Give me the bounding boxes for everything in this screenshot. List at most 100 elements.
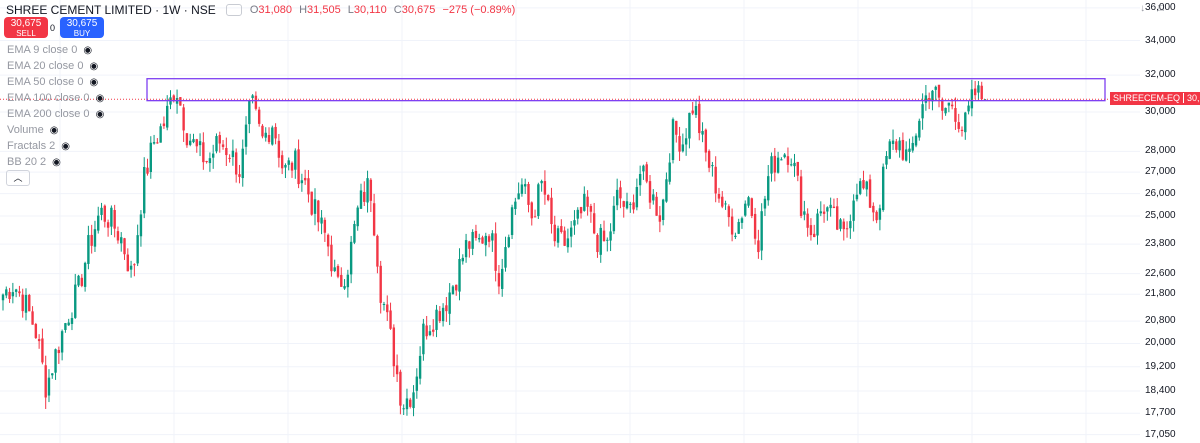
candle-body — [389, 310, 392, 329]
eye-icon[interactable]: ◉ — [61, 141, 71, 152]
candle-body — [343, 286, 346, 289]
candle-body — [826, 207, 829, 212]
candle-body — [947, 102, 951, 106]
candle-body — [478, 237, 481, 240]
candle-body — [320, 217, 323, 224]
ohlc-low-value: 30,110 — [353, 4, 387, 16]
candle-body — [353, 224, 356, 243]
candle-body — [560, 226, 563, 232]
candle-body — [254, 95, 258, 109]
candle-body — [87, 235, 90, 264]
indicator-ema20[interactable]: EMA 20 close 0 ◉ — [7, 60, 98, 72]
candle-body — [106, 222, 110, 228]
eye-icon[interactable]: ◉ — [89, 61, 99, 72]
candle-body — [113, 210, 116, 229]
eye-icon[interactable]: ◉ — [52, 157, 61, 168]
price-tick-label: 20,000 — [1145, 337, 1176, 349]
candle-body — [569, 227, 573, 237]
candle-body — [363, 191, 366, 202]
candle-body — [379, 265, 382, 303]
candle-body — [333, 267, 336, 272]
candle-body — [8, 291, 11, 299]
candle-body — [937, 84, 941, 98]
hide-icon[interactable] — [225, 4, 242, 16]
symbol-title[interactable]: SHREE CEMENT LIMITED · 1W · NSE — [6, 3, 216, 17]
buy-price: 30,675 — [66, 18, 98, 29]
candle-body — [284, 165, 287, 168]
eye-icon[interactable]: ◉ — [95, 109, 105, 120]
candle-body — [205, 161, 208, 163]
candle-body — [770, 156, 773, 174]
indicator-fractals[interactable]: Fractals 2 ◉ — [7, 140, 70, 152]
indicator-bb[interactable]: BB 20 2 ◉ — [7, 156, 61, 168]
candle-body — [596, 234, 599, 253]
candle-body — [622, 201, 625, 207]
candle-body — [510, 207, 514, 236]
candle-body — [704, 129, 708, 153]
candle-body — [346, 274, 350, 288]
window-controls: ↓ □ — [1140, 3, 1164, 14]
price-tick-label: 28,000 — [1145, 145, 1176, 157]
resistance-zone-box[interactable] — [146, 78, 1106, 102]
indicator-ema100[interactable]: EMA 100 close 0 ◉ — [7, 92, 104, 104]
candle-body — [464, 240, 468, 258]
candle-body — [681, 144, 685, 152]
maximize-icon[interactable]: □ — [1157, 3, 1164, 14]
eye-icon[interactable]: ◉ — [83, 45, 93, 56]
candle-body — [711, 165, 714, 167]
price-tag-symbol: SHREECEM-EQ — [1113, 93, 1181, 104]
candle-body — [487, 236, 491, 242]
candle-body — [855, 194, 859, 200]
candle-body — [750, 198, 754, 216]
download-icon[interactable]: ↓ — [1140, 3, 1146, 14]
candle-body — [432, 329, 435, 332]
candle-body — [290, 162, 294, 171]
price-tick-label: 36,000 — [1145, 1, 1176, 13]
candle-body — [231, 150, 235, 158]
candle-body — [494, 233, 497, 271]
candle-body — [553, 224, 556, 242]
indicator-label: EMA 9 close 0 — [7, 44, 78, 56]
eye-icon[interactable]: ◉ — [95, 93, 105, 104]
candle-body — [297, 149, 300, 185]
candle-body — [540, 181, 543, 184]
candle-body — [31, 311, 34, 325]
price-tick-label: 18,400 — [1145, 385, 1176, 397]
buy-button[interactable]: 30,675 BUY — [60, 17, 104, 38]
candle-body — [441, 307, 445, 322]
indicator-volume[interactable]: Volume ◉ — [7, 124, 58, 136]
candle-body — [67, 322, 70, 326]
candle-body — [579, 207, 583, 214]
symbol-header: SHREE CEMENT LIMITED · 1W · NSE O31,080 … — [6, 2, 515, 18]
eye-icon[interactable]: ◉ — [89, 77, 99, 88]
candle-body — [727, 206, 731, 218]
candle-body — [448, 292, 451, 314]
eye-icon[interactable]: ◉ — [49, 125, 59, 136]
candle-body — [159, 126, 162, 143]
candle-body — [303, 177, 307, 181]
candle-body — [471, 231, 474, 249]
candle-body — [655, 196, 658, 216]
candle-body — [747, 197, 750, 206]
candle-body — [267, 135, 271, 143]
candle-body — [501, 268, 504, 289]
candle-body — [274, 126, 277, 139]
indicator-ema200[interactable]: EMA 200 close 0 ◉ — [7, 108, 104, 120]
candle-body — [307, 178, 310, 195]
candle-body — [763, 198, 767, 209]
candle-body — [179, 97, 182, 106]
candle-body — [550, 197, 553, 225]
sell-button[interactable]: 30,675 SELL — [4, 17, 48, 38]
candle-body — [944, 107, 947, 114]
candle-body — [934, 86, 937, 90]
candle-body — [202, 142, 205, 163]
candle-body — [425, 325, 428, 337]
chevron-up-icon[interactable]: ︿ — [6, 170, 30, 186]
candle-body — [313, 199, 317, 214]
candle-body — [405, 398, 409, 410]
indicator-ema9[interactable]: EMA 9 close 0 ◉ — [7, 44, 92, 56]
candle-body — [796, 161, 799, 176]
indicator-ema50[interactable]: EMA 50 close 0 ◉ — [7, 76, 98, 88]
